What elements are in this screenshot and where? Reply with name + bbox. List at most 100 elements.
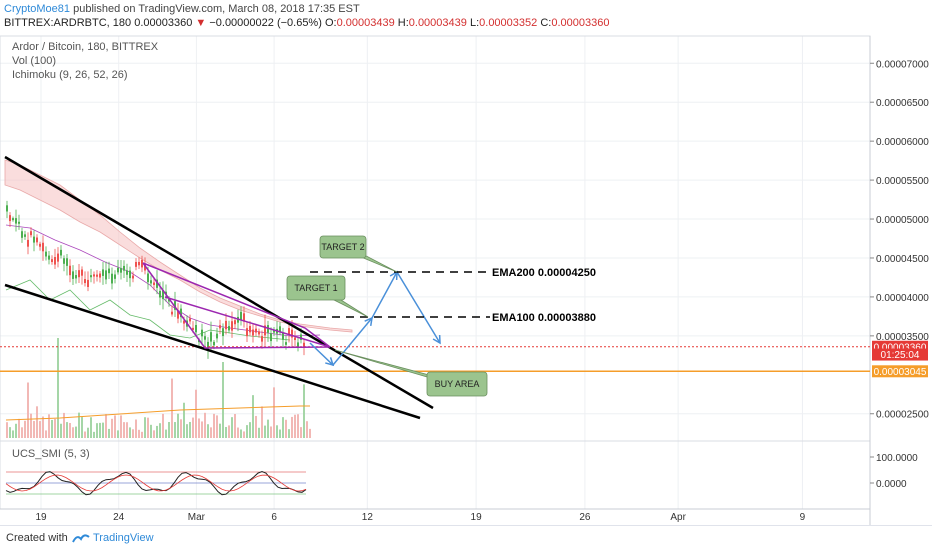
open-label: O: bbox=[324, 17, 337, 29]
footer: Created with TradingView bbox=[0, 525, 932, 551]
y-tick-label: 0.00004000 bbox=[876, 293, 929, 304]
volume-bar bbox=[282, 417, 284, 438]
x-tick-label: 6 bbox=[271, 512, 277, 523]
volume-bar bbox=[246, 425, 248, 438]
volume-bar bbox=[261, 406, 263, 438]
volume-bar bbox=[186, 424, 188, 438]
volume-bar bbox=[285, 419, 287, 438]
volume-legend: Vol (100) bbox=[12, 55, 57, 67]
candle-body bbox=[171, 311, 173, 315]
candle-body bbox=[156, 279, 158, 288]
candle-body bbox=[18, 221, 20, 224]
volume-bar bbox=[249, 422, 251, 438]
volume-bar bbox=[276, 425, 278, 438]
candle-body bbox=[114, 274, 116, 279]
candle-body bbox=[51, 259, 53, 263]
time-axis[interactable]: 19 24 Mar 6 12 19 26 Apr 9 bbox=[35, 512, 805, 523]
candle-body bbox=[132, 275, 134, 279]
candle-body bbox=[120, 268, 122, 273]
volume-bar bbox=[267, 419, 269, 438]
volume-bar bbox=[18, 418, 20, 438]
candle-body bbox=[207, 341, 209, 351]
candle-body bbox=[54, 257, 56, 265]
candle-body bbox=[285, 342, 287, 345]
candle-body bbox=[123, 265, 125, 271]
volume-bar bbox=[153, 430, 155, 438]
volume-bar bbox=[300, 427, 302, 438]
candle-body bbox=[141, 259, 143, 268]
candle-body bbox=[27, 239, 29, 247]
price-tag-label: 01:25:04 bbox=[881, 350, 920, 361]
volume-bar bbox=[24, 420, 26, 438]
volume-bar bbox=[192, 417, 194, 438]
y-tick-label: 0.00006000 bbox=[876, 137, 929, 148]
candle-body bbox=[282, 332, 284, 340]
volume-bar bbox=[252, 395, 254, 438]
ichimoku-cloud bbox=[4, 159, 353, 333]
candle-body bbox=[279, 326, 281, 332]
open-value: 0.00003439 bbox=[336, 17, 395, 29]
arrow-head-icon bbox=[364, 316, 373, 327]
candle-body bbox=[210, 332, 212, 342]
candle-body bbox=[90, 275, 92, 278]
candle-body bbox=[258, 331, 260, 335]
callout-label: TARGET 2 bbox=[321, 242, 364, 252]
x-tick-label: 26 bbox=[579, 512, 591, 523]
price-axis[interactable]: 0.00007000 0.00006500 0.00006000 0.00005500… bbox=[870, 59, 929, 421]
low-label: L: bbox=[469, 17, 480, 29]
volume-bar bbox=[216, 415, 218, 438]
candle-body bbox=[222, 328, 224, 337]
candle-body bbox=[183, 320, 185, 324]
volume-bar bbox=[159, 423, 161, 438]
candle-body bbox=[60, 249, 62, 256]
volume-bar bbox=[171, 378, 173, 438]
candle-body bbox=[291, 329, 293, 338]
published-text: published on TradingView.com, March 08, … bbox=[73, 3, 360, 15]
volume-bar bbox=[42, 416, 44, 438]
volume-bar bbox=[243, 431, 245, 438]
candle-body bbox=[117, 267, 119, 273]
volume-bar bbox=[78, 412, 80, 438]
y-tick-label: 0.00005000 bbox=[876, 215, 929, 226]
volume-bar bbox=[297, 414, 299, 438]
price-chart[interactable]: EMA200 0.00004250 EMA100 0.00003880 TARGET… bbox=[0, 0, 932, 525]
volume-bar bbox=[234, 413, 236, 438]
volume-bar bbox=[9, 427, 11, 438]
candle-body bbox=[249, 325, 251, 333]
volume-bar bbox=[222, 362, 224, 438]
x-tick-label: 19 bbox=[471, 512, 483, 523]
high-label: H: bbox=[397, 17, 409, 29]
volume-bar bbox=[225, 426, 227, 438]
volume-bar bbox=[258, 427, 260, 438]
close-label: C: bbox=[540, 17, 552, 29]
volume-bar bbox=[102, 422, 104, 438]
upper-trendline bbox=[4, 155, 434, 410]
volume-bar bbox=[81, 417, 83, 438]
candle-body bbox=[57, 253, 59, 262]
author-link[interactable]: CryptoMoe81 bbox=[4, 3, 71, 15]
x-tick-label: 9 bbox=[800, 512, 806, 523]
volume-bar bbox=[288, 429, 290, 438]
candle-body bbox=[162, 290, 164, 300]
price-tag-label: 0.00003045 bbox=[874, 367, 927, 378]
x-tick-label: Apr bbox=[670, 512, 686, 523]
candle-body bbox=[243, 313, 245, 322]
candle-body bbox=[195, 325, 197, 333]
candle-body bbox=[135, 261, 137, 267]
cloud-fill bbox=[4, 159, 353, 333]
price-tag-label: 0.00003360 bbox=[874, 342, 927, 353]
brand-link[interactable]: TradingView bbox=[93, 532, 154, 544]
candle-body bbox=[219, 325, 221, 329]
volume-bar bbox=[138, 429, 140, 438]
volume-bar bbox=[126, 422, 128, 438]
candle-body bbox=[204, 336, 206, 340]
volume-bar bbox=[231, 417, 233, 438]
volume-bar bbox=[21, 427, 23, 438]
volume-bar bbox=[114, 415, 116, 438]
smi-line bbox=[5, 470, 307, 496]
volume-bar bbox=[30, 413, 32, 438]
smi-signal-line bbox=[5, 474, 307, 492]
volume-bar bbox=[132, 429, 134, 438]
osc-tick-label: 100.0000 bbox=[876, 453, 918, 464]
volume-bar bbox=[195, 389, 197, 438]
